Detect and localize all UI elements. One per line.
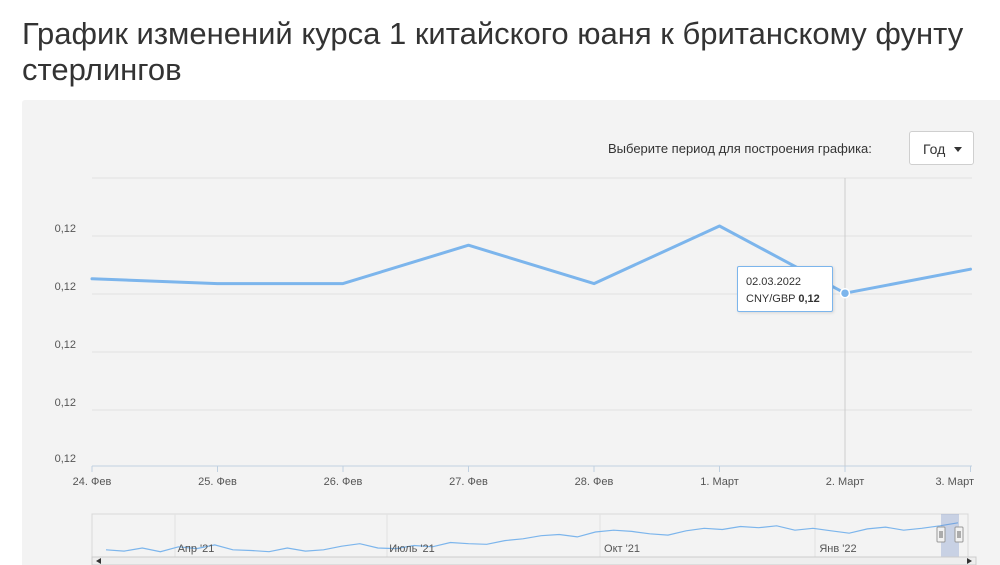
x-tick-label: 2. Март bbox=[826, 476, 865, 488]
navigator-label: Янв '22 bbox=[819, 543, 856, 555]
period-label: Выберите период для построения графика: bbox=[608, 141, 872, 156]
x-tick-label: 1. Март bbox=[700, 476, 739, 488]
caret-down-icon bbox=[954, 147, 962, 152]
y-tick-label: 0,12 bbox=[55, 397, 76, 409]
y-tick-label: 0,12 bbox=[55, 339, 76, 351]
tooltip: 02.03.2022 CNY/GBP 0,12 bbox=[737, 266, 833, 312]
x-tick-label: 26. Фев bbox=[324, 476, 363, 488]
navigator-selection[interactable] bbox=[941, 514, 959, 565]
tooltip-date: 02.03.2022 bbox=[746, 276, 802, 288]
navigator-handle[interactable] bbox=[936, 526, 946, 543]
scroll-left-arrow-icon[interactable] bbox=[96, 558, 101, 564]
x-tick-label: 3. Март bbox=[935, 476, 974, 488]
hover-marker bbox=[839, 287, 851, 299]
navigator-handle[interactable] bbox=[954, 526, 964, 543]
navigator-label: Окт '21 bbox=[604, 543, 640, 555]
navigator-label: Апр '21 bbox=[178, 543, 215, 555]
navigator-label: Июль '21 bbox=[389, 543, 434, 555]
tooltip-value: 0,12 bbox=[798, 293, 820, 305]
navigator-series-line bbox=[105, 522, 959, 553]
x-tick-label: 24. Фев bbox=[73, 476, 112, 488]
y-tick-label: 0,12 bbox=[55, 453, 76, 465]
scrollbar-track[interactable] bbox=[91, 556, 977, 565]
x-tick-label: 27. Фев bbox=[449, 476, 488, 488]
y-tick-label: 0,12 bbox=[55, 281, 76, 293]
y-tick-label: 0,12 bbox=[55, 223, 76, 235]
scroll-right-arrow-icon[interactable] bbox=[967, 558, 972, 564]
period-dropdown-value: Год bbox=[923, 141, 946, 157]
x-tick-label: 25. Фев bbox=[198, 476, 237, 488]
page-title: График изменений курса 1 китайского юаня… bbox=[22, 16, 964, 87]
tooltip-series-name: CNY/GBP bbox=[746, 293, 796, 305]
period-dropdown[interactable]: Год bbox=[909, 131, 974, 165]
x-tick-label: 28. Фев bbox=[575, 476, 614, 488]
